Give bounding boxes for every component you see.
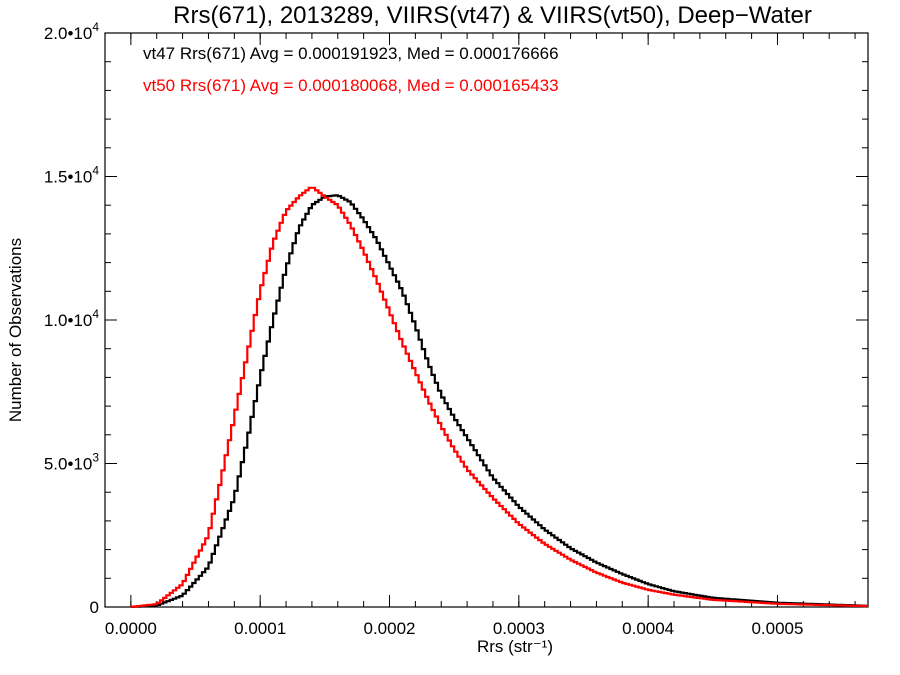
y-tick-label: 5.0•103 (44, 451, 100, 474)
axis-ticks: 0.0000 0.0001 0.0002 0.0003 0.0004 0.0005 0 5.0… (44, 20, 868, 638)
x-tick-label: 0.0003 (493, 619, 545, 638)
y-tick-label: 1.0•104 (44, 307, 100, 330)
x-tick-label: 0.0005 (751, 619, 803, 638)
y-tick-label: 0 (90, 598, 99, 617)
x-tick-label: 0.0002 (364, 619, 416, 638)
x-axis-label: Rrs (str⁻¹) (476, 637, 553, 656)
series-line-vt47 (129, 194, 868, 608)
y-tick-label: 2.0•104 (44, 20, 100, 43)
x-tick-label: 0.0004 (622, 619, 674, 638)
chart-title: Rrs(671), 2013289, VIIRS(vt47) & VIIRS(v… (173, 2, 812, 29)
series-layer (129, 186, 868, 608)
x-tick-label: 0.0000 (105, 619, 157, 638)
series-line-vt50 (129, 186, 868, 608)
legend-entry-vt47: vt47 Rrs(671) Avg = 0.000191923, Med = 0… (143, 44, 559, 63)
plot-frame (104, 32, 869, 608)
legend-entry-vt50: vt50 Rrs(671) Avg = 0.000180068, Med = 0… (143, 76, 559, 95)
y-tick-label: 1.5•104 (44, 164, 100, 187)
x-tick-label: 0.0001 (234, 619, 286, 638)
